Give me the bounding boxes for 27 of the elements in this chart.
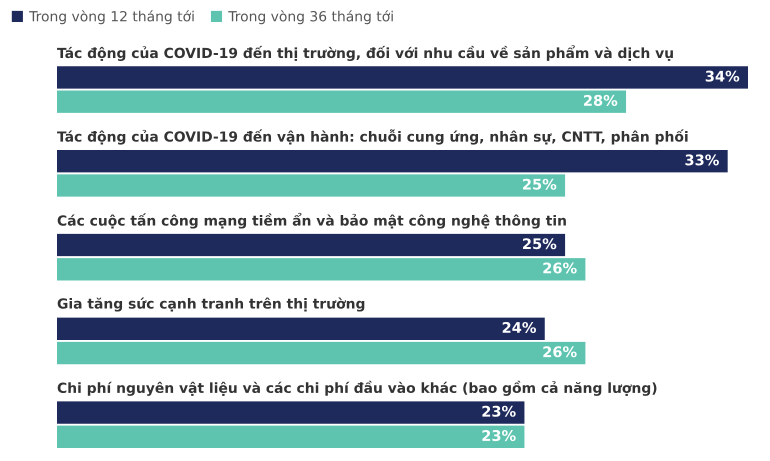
- bar: [57, 90, 626, 113]
- data-label: 23%: [482, 406, 516, 417]
- bar: [57, 150, 728, 172]
- y-tick-label: Các cuộc tấn công mạng tiềm ẩn và bảo mật công nghệ thông tin: [58, 212, 566, 229]
- data-label: 28%: [584, 94, 618, 106]
- legend-label: Trong vòng 12 tháng tới: [29, 10, 194, 24]
- y-tick-label: Chi phí nguyên vật liệu và các chi phí đầu vào khác (bao gồm cả năng lượng): [58, 380, 656, 396]
- y-tick-label: Tác động của COVID-19 đến vận hành: chuỗi cung ứng, nhân sự, CNTT, phân phối: [57, 129, 688, 145]
- data-label: 25%: [523, 238, 556, 250]
- bar: [57, 234, 566, 256]
- bar: [57, 258, 586, 280]
- data-label: 33%: [685, 154, 719, 166]
- bar: [57, 318, 545, 340]
- data-label: 26%: [543, 262, 577, 274]
- y-tick-label: Tác động của COVID-19 đến thị trường, đối với nhu cầu về sản phẩm và dịch vụ: [57, 45, 673, 61]
- bar: [57, 401, 524, 424]
- data-label: 25%: [523, 178, 556, 190]
- legend-label: Trong vòng 36 tháng tới: [228, 10, 393, 24]
- data-label: 34%: [706, 70, 740, 82]
- bar: [57, 174, 566, 197]
- data-label: 23%: [482, 430, 516, 442]
- y-tick-label: Gia tăng sức cạnh tranh trên thị trường: [58, 297, 364, 312]
- data-label: 24%: [502, 322, 536, 334]
- bar: [57, 342, 586, 364]
- bar: [57, 66, 748, 89]
- data-label: 26%: [543, 346, 577, 358]
- bar: [57, 426, 524, 448]
